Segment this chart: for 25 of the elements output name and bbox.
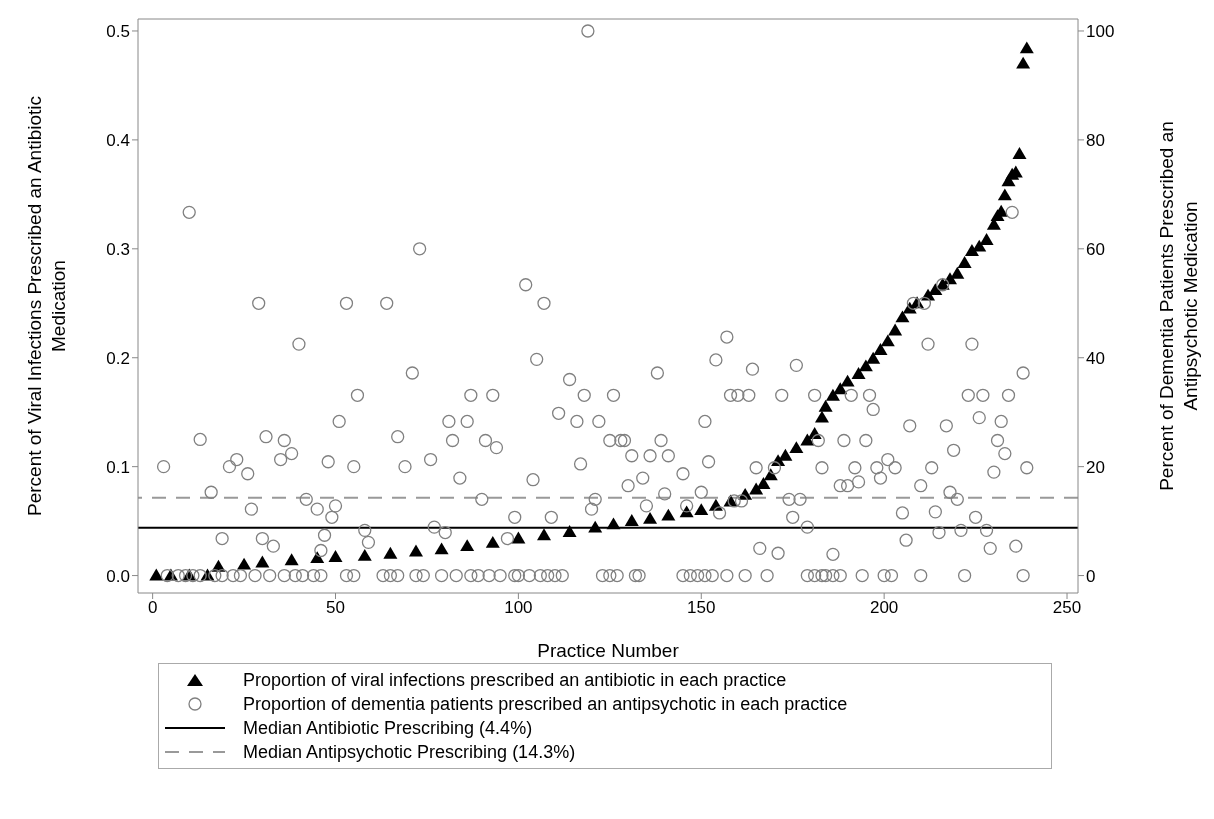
y-tick-label: 0.4	[106, 130, 130, 150]
y2-tick-label: 60	[1086, 239, 1105, 259]
y2-tick-label: 100	[1086, 22, 1115, 42]
x-tick-label: 200	[869, 598, 899, 618]
y-axis-title: Percent of Viral Infections Prescribed an Antibiotic Medication	[23, 94, 70, 518]
y2-tick-label: 20	[1086, 457, 1105, 477]
x-axis-title: Practice Number	[537, 640, 680, 661]
legend-label: Median Antibiotic Prescribing (4.4%)	[243, 717, 533, 739]
y2-tick-label: 40	[1086, 348, 1105, 368]
x-tick-label: 50	[326, 598, 345, 618]
x-tick-label: 250	[1052, 598, 1082, 618]
y-tick-label: 0.5	[106, 22, 130, 42]
x-tick-label: 100	[504, 598, 533, 618]
legend-label: Median Antipsychotic Prescribing (14.3%)	[243, 741, 576, 763]
y-tick-label: 0.1	[106, 457, 130, 477]
legend-label: Proportion of dementia patients prescribed an antipsychotic in each practice	[243, 693, 848, 715]
y2-tick-label: 80	[1086, 130, 1105, 150]
y2-tick-label: 0	[1086, 566, 1096, 586]
y-tick-label: 0.0	[106, 566, 130, 586]
y-tick-label: 0.2	[106, 348, 130, 368]
x-tick-label: 0	[147, 598, 158, 618]
y-tick-label: 0.3	[106, 239, 130, 259]
legend-label: Proportion of viral infections prescribed an antibiotic in each practice	[243, 669, 787, 691]
y2-axis-title: Percent of Dementia Patients Prescribed an Antipsychotic Medication	[1155, 119, 1202, 493]
x-tick-label: 150	[687, 598, 716, 618]
